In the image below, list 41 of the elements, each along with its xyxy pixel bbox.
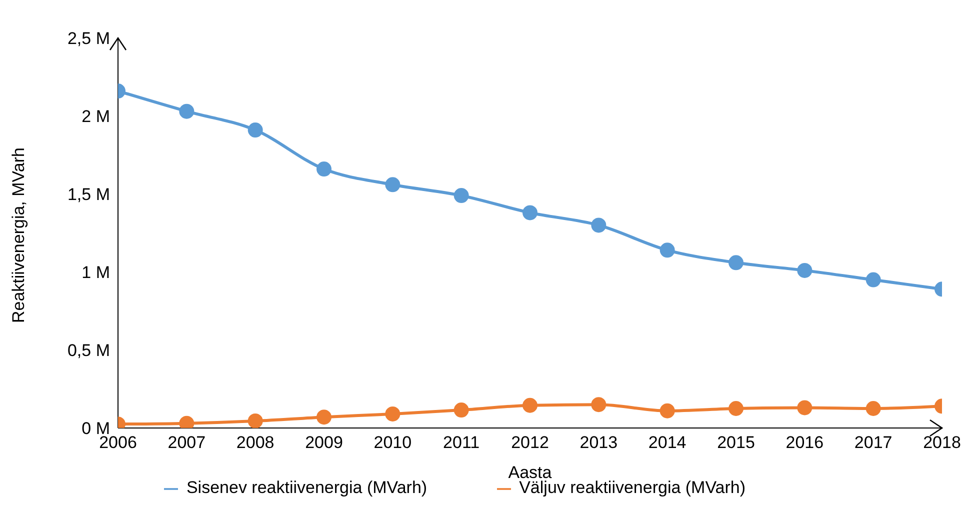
y-tick-label: 1,5 M [67, 185, 110, 204]
point [385, 177, 400, 192]
point [248, 122, 263, 138]
x-tick-label: 2015 [717, 433, 755, 452]
y-tick-label: 0,5 M [67, 341, 110, 360]
point [591, 397, 606, 412]
point [316, 162, 332, 177]
point [454, 188, 469, 204]
point [728, 401, 744, 416]
point [454, 402, 469, 418]
x-tick-label: 2017 [854, 433, 892, 452]
point [522, 205, 538, 220]
x-tick-label: 2018 [923, 433, 961, 452]
point [179, 104, 194, 119]
y-tick-label: 2 M [82, 107, 110, 126]
y-tick-label: 1 M [82, 263, 110, 282]
point [728, 255, 744, 270]
y-tick-label: 2,5 M [67, 29, 110, 48]
point [248, 413, 263, 428]
point [660, 242, 675, 258]
point [797, 400, 812, 416]
point [522, 398, 538, 413]
x-tick-label: 2012 [511, 433, 549, 452]
point [316, 410, 332, 425]
x-tick-label: 2014 [648, 433, 686, 452]
point [385, 406, 400, 422]
point [866, 401, 881, 416]
legend-label: Sisenev reaktiivenergia (MVarh) [186, 478, 428, 497]
x-tick-label: 2008 [236, 433, 274, 452]
x-tick-label: 2016 [786, 433, 824, 452]
point [660, 403, 675, 418]
point [591, 218, 606, 233]
point [866, 272, 881, 288]
y-axis-title: Reaktiivenergia, MVarh [9, 148, 28, 323]
x-tick-label: 2009 [305, 433, 343, 452]
x-tick-label: 2006 [99, 433, 137, 452]
x-tick-label: 2010 [374, 433, 412, 452]
x-tick-label: 2011 [443, 433, 480, 452]
x-tick-label: 2007 [168, 433, 206, 452]
point [797, 262, 812, 278]
x-tick-label: 2013 [580, 433, 618, 452]
